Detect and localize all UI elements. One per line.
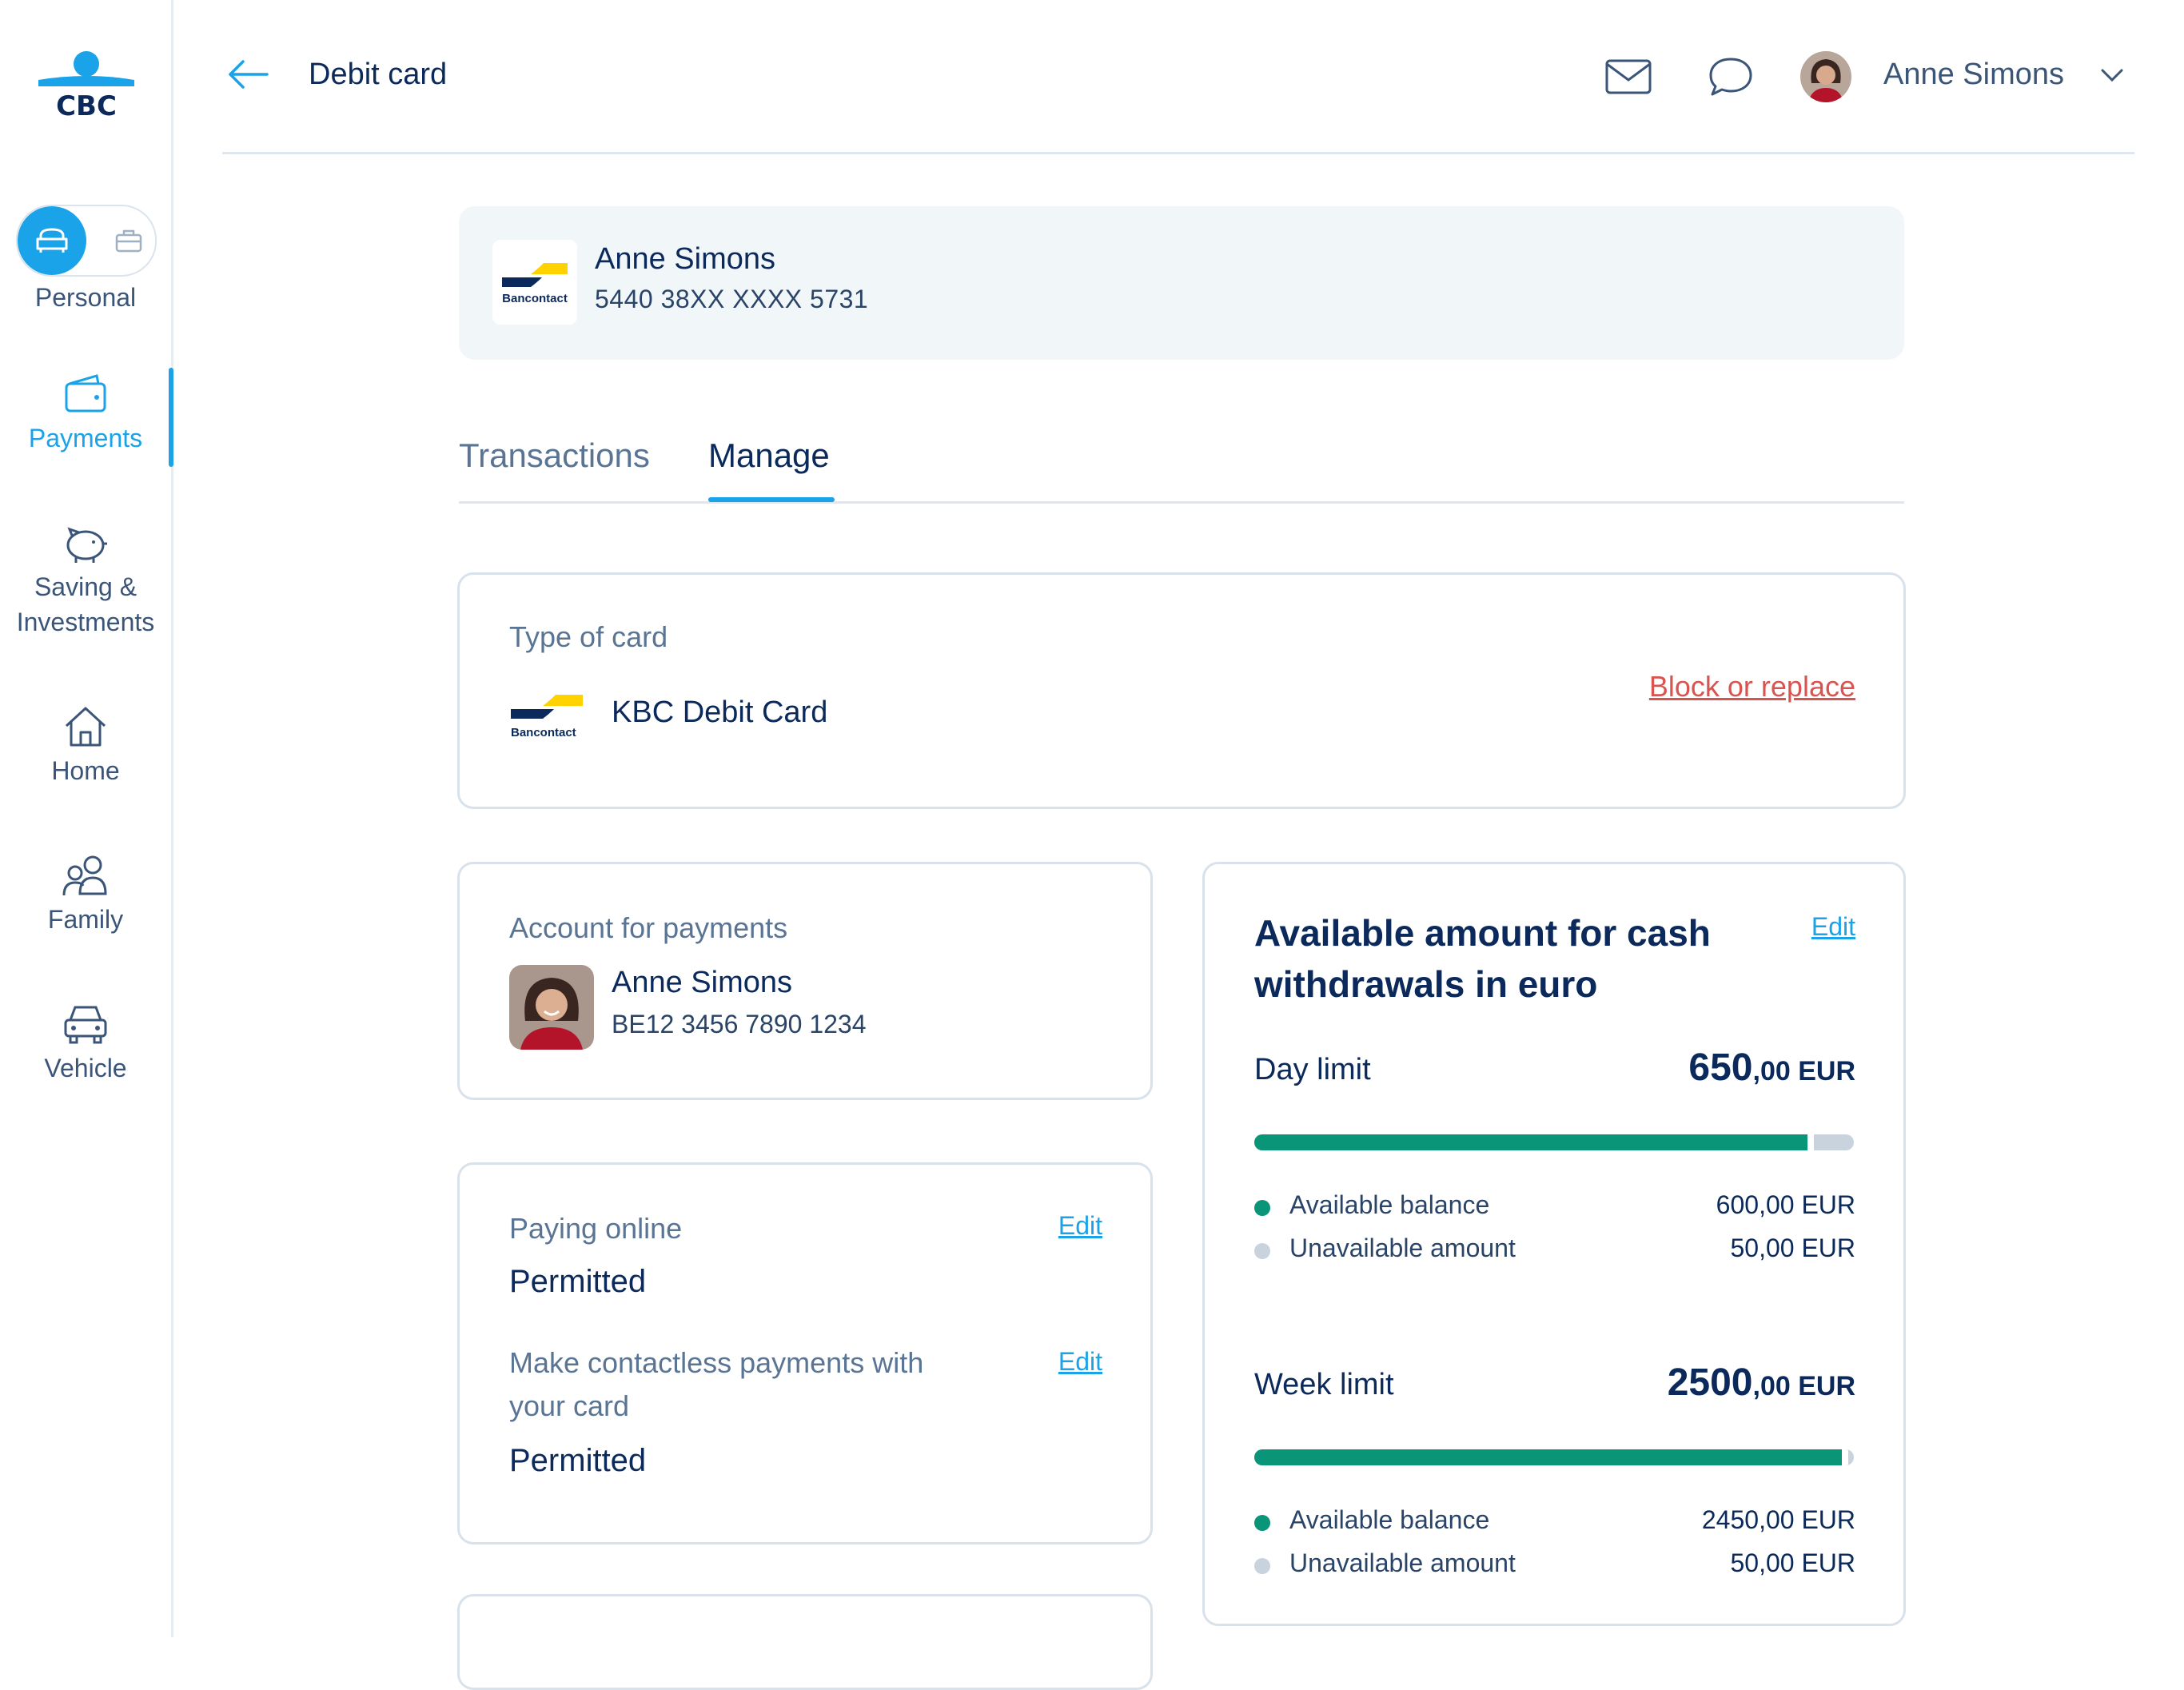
sidebar-item-label-2: Investments xyxy=(16,608,155,636)
week-unavailable-label: Unavailable amount xyxy=(1289,1549,1516,1577)
header-divider xyxy=(222,152,2134,154)
page-title: Debit card xyxy=(309,58,448,91)
bancontact-text: Bancontact xyxy=(511,726,576,739)
tabs-divider xyxy=(459,501,1904,504)
day-available-value: 600,00 EUR xyxy=(1716,1190,1855,1219)
day-limit-amount-dec: ,00 EUR xyxy=(1752,1056,1856,1086)
user-avatar[interactable] xyxy=(1800,51,1851,102)
sidebar-item-saving-investments[interactable]: Saving & Investments xyxy=(0,521,171,649)
available-dot xyxy=(1254,1515,1270,1531)
sidebar-item-payments[interactable]: Payments xyxy=(0,369,171,465)
card-number: 5440 38XX XXXX 5731 xyxy=(595,285,869,313)
family-icon xyxy=(0,852,171,899)
edit-paying-online-link[interactable]: Edit xyxy=(1058,1211,1102,1240)
sidebar-item-label: Saving & xyxy=(34,572,137,601)
day-unavailable-value: 50,00 EUR xyxy=(1730,1234,1855,1262)
limits-title-line-2: withdrawals in euro xyxy=(1254,963,1598,1005)
day-limit-bar-fill xyxy=(1254,1134,1815,1150)
wallet-icon xyxy=(0,369,171,417)
personal-business-toggle[interactable] xyxy=(16,205,157,277)
week-unavailable-value: 50,00 EUR xyxy=(1730,1549,1855,1577)
personal-mode-icon[interactable] xyxy=(18,206,86,275)
sidebar-item-family[interactable]: Family xyxy=(0,852,171,948)
back-arrow-icon[interactable] xyxy=(224,54,272,94)
day-limit-amount-int: 650 xyxy=(1688,1046,1753,1089)
type-of-card-label: Type of card xyxy=(509,620,668,653)
chevron-down-icon[interactable] xyxy=(2096,62,2128,86)
business-mode-icon[interactable] xyxy=(110,222,147,259)
day-limit-label: Day limit xyxy=(1254,1053,1371,1086)
week-limit-bar xyxy=(1254,1449,1854,1465)
mail-icon[interactable] xyxy=(1602,53,1655,101)
cbc-logo[interactable]: CBC xyxy=(30,50,142,122)
edit-contactless-link[interactable]: Edit xyxy=(1058,1347,1102,1376)
day-unavailable-label: Unavailable amount xyxy=(1289,1234,1516,1262)
contactless-label-2: your card xyxy=(509,1389,630,1422)
card-type-value: KBC Debit Card xyxy=(612,696,828,729)
piggy-bank-icon xyxy=(0,521,171,566)
sidebar-item-label: Family xyxy=(47,905,124,934)
account-holder-name: Anne Simons xyxy=(612,966,793,999)
account-panel: Account for payments Anne Simons BE12 34… xyxy=(457,862,1153,1100)
card-holder-name: Anne Simons xyxy=(595,242,776,276)
week-available-label: Available balance xyxy=(1289,1505,1490,1534)
car-icon xyxy=(0,1001,171,1047)
active-indicator xyxy=(169,368,173,467)
day-limit-bar xyxy=(1254,1134,1854,1150)
sidebar: CBC Personal Payments Saving & Investmen… xyxy=(0,0,173,1637)
paying-online-label: Paying online xyxy=(509,1212,683,1245)
cash-withdrawal-limits-panel: Available amount for cash withdrawals in… xyxy=(1202,862,1906,1626)
day-limit-amount: 650,00 EUR xyxy=(1688,1048,1855,1091)
week-limit-amount: 2500,00 EUR xyxy=(1668,1363,1855,1406)
tab-manage[interactable]: Manage xyxy=(708,436,830,474)
available-dot xyxy=(1254,1200,1270,1216)
sidebar-item-label: Vehicle xyxy=(44,1054,127,1082)
limits-title-line-1: Available amount for cash xyxy=(1254,912,1711,954)
bancontact-text: Bancontact xyxy=(502,291,568,305)
additional-settings-panel xyxy=(457,1594,1153,1690)
active-tab-underline xyxy=(708,497,835,502)
bancontact-logo-small: Bancontact xyxy=(508,692,591,747)
week-limit-amount-dec: ,00 EUR xyxy=(1752,1371,1856,1401)
sidebar-item-label: Payments xyxy=(28,424,143,452)
bancontact-logo: Bancontact xyxy=(492,240,577,325)
week-limit-bar-fill xyxy=(1254,1449,1848,1465)
block-or-replace-link[interactable]: Block or replace xyxy=(1648,670,1855,703)
logo-text: CBC xyxy=(56,90,117,122)
account-avatar xyxy=(509,965,594,1050)
payment-settings-panel: Paying online Edit Permitted Make contac… xyxy=(457,1162,1153,1545)
unavailable-dot xyxy=(1254,1558,1270,1574)
personal-mode-label: Personal xyxy=(34,283,137,312)
tab-transactions[interactable]: Transactions xyxy=(459,436,650,474)
sidebar-item-home[interactable]: Home xyxy=(0,704,171,799)
sidebar-item-vehicle[interactable]: Vehicle xyxy=(0,1001,171,1097)
unavailable-dot xyxy=(1254,1243,1270,1259)
chat-icon[interactable] xyxy=(1704,53,1757,101)
contactless-value: Permitted xyxy=(509,1443,647,1478)
day-available-label: Available balance xyxy=(1289,1190,1490,1219)
week-limit-amount-int: 2500 xyxy=(1667,1361,1753,1404)
sidebar-item-label: Home xyxy=(51,756,120,785)
house-icon xyxy=(0,704,171,750)
edit-limits-link[interactable]: Edit xyxy=(1811,912,1855,941)
week-available-value: 2450,00 EUR xyxy=(1701,1505,1855,1534)
user-name[interactable]: Anne Simons xyxy=(1883,58,2065,91)
account-label: Account for payments xyxy=(509,911,788,944)
week-limit-label: Week limit xyxy=(1254,1368,1394,1401)
paying-online-value: Permitted xyxy=(509,1264,647,1299)
account-iban: BE12 3456 7890 1234 xyxy=(612,1010,867,1038)
contactless-label: Make contactless payments with xyxy=(509,1346,924,1379)
card-summary xyxy=(459,206,1904,360)
type-of-card-panel: Type of card Bancontact KBC Debit Card B… xyxy=(457,572,1906,809)
